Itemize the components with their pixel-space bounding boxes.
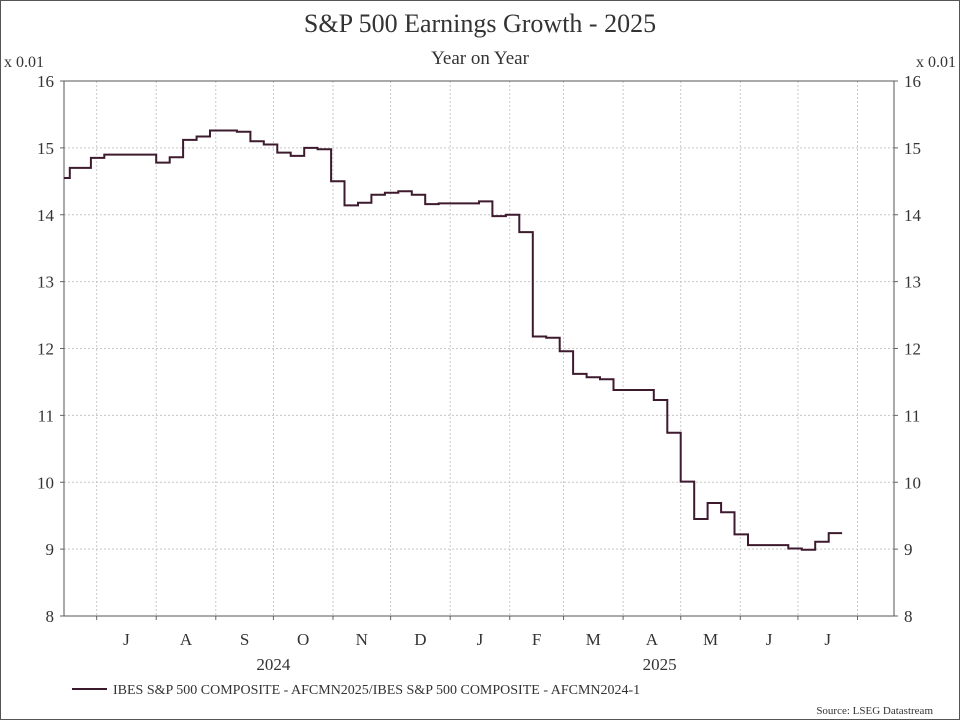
legend: IBES S&P 500 COMPOSITE - AFCMN2025/IBES … — [72, 683, 640, 698]
x-month-label: M — [703, 630, 718, 649]
x-year-label: 2025 — [643, 655, 677, 674]
right-y-tick-label: 11 — [904, 406, 920, 425]
series-line — [64, 129, 843, 551]
x-month-label: F — [532, 630, 541, 649]
plot-area-border — [63, 80, 895, 617]
series-layer — [64, 129, 843, 551]
right-y-tick-label: 15 — [904, 139, 921, 158]
x-month-label: A — [180, 630, 193, 649]
legend-label: IBES S&P 500 COMPOSITE - AFCMN2025/IBES … — [113, 683, 640, 698]
x-month-label: O — [297, 630, 309, 649]
grid-lines — [64, 81, 894, 616]
x-month-label: A — [646, 630, 659, 649]
x-year-labels: 2024 2025 — [256, 655, 676, 674]
source-note: Source: LSEG Datastream — [816, 705, 933, 717]
left-y-tick-label: 10 — [37, 473, 54, 492]
right-y-tick-label: 9 — [904, 540, 913, 559]
chart-title: S&P 500 Earnings Growth - 2025 — [304, 9, 656, 38]
right-y-tick-label: 8 — [904, 607, 913, 626]
left-y-tick-label: 8 — [46, 607, 55, 626]
right-y-tick-label: 12 — [904, 340, 921, 359]
x-month-label: J — [123, 630, 130, 649]
x-month-label: N — [356, 630, 368, 649]
right-y-tick-label: 13 — [904, 273, 921, 292]
x-month-label: S — [240, 630, 249, 649]
left-y-tick-labels: 8 9 10 11 12 13 14 15 16 — [37, 72, 55, 626]
left-y-tick-label: 13 — [37, 273, 54, 292]
left-y-tick-label: 12 — [37, 340, 54, 359]
left-axis-unit: x 0.01 — [4, 54, 44, 71]
left-y-tick-label: 15 — [37, 139, 54, 158]
chart-subtitle: Year on Year — [431, 48, 529, 69]
x-month-label: D — [414, 630, 426, 649]
x-month-label: M — [586, 630, 601, 649]
left-y-tick-label: 16 — [37, 72, 54, 91]
right-y-tick-label: 14 — [904, 206, 922, 225]
x-year-label: 2024 — [256, 655, 291, 674]
axes — [60, 80, 898, 620]
x-month-label: J — [766, 630, 773, 649]
left-y-tick-label: 11 — [38, 406, 54, 425]
x-month-label: J — [477, 630, 484, 649]
right-y-tick-label: 16 — [904, 72, 921, 91]
right-axis-unit: x 0.01 — [916, 54, 956, 71]
x-month-label: J — [824, 630, 831, 649]
left-y-tick-label: 9 — [46, 540, 55, 559]
left-y-tick-label: 14 — [37, 206, 55, 225]
right-y-tick-label: 10 — [904, 473, 921, 492]
right-y-tick-labels: 8 9 10 11 12 13 14 15 16 — [904, 72, 922, 626]
